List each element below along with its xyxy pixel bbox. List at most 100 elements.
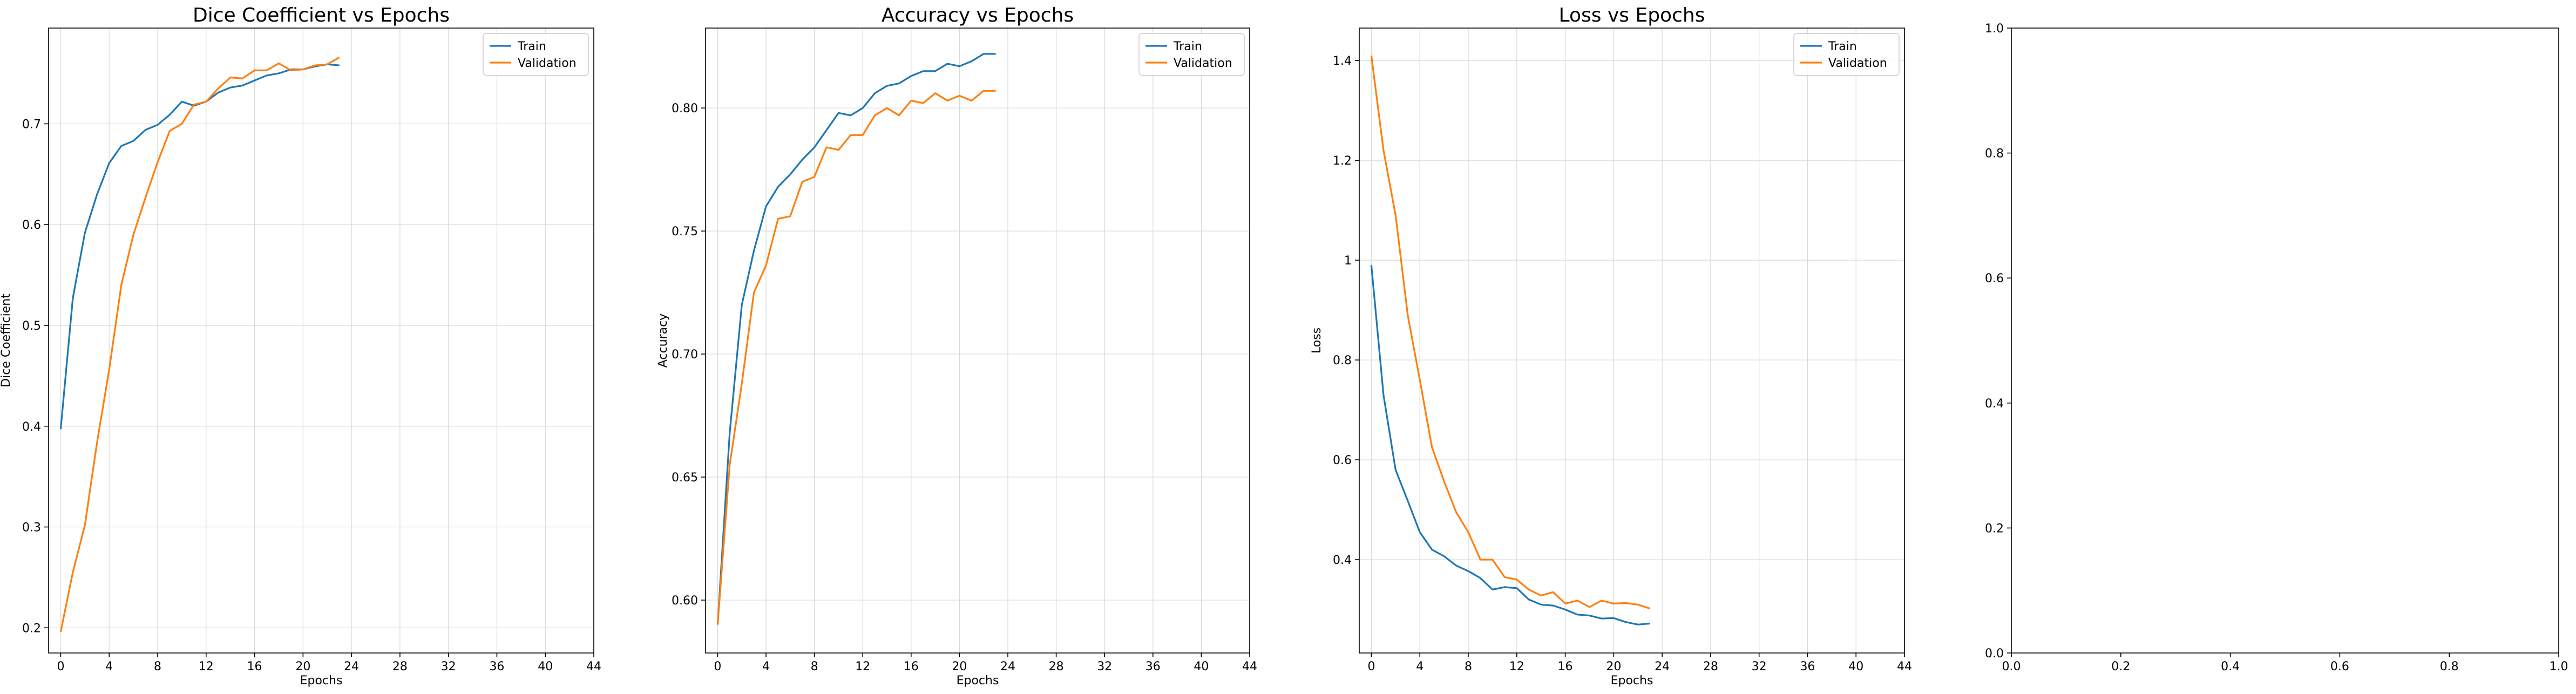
legend-label-train: Train [1828, 40, 1857, 53]
subplot-3: 0 4 8 12 16 20 24 28 32 36 40 44 0.4 0.6 0.8 1 1.2 1.4 Los… [1310, 4, 1912, 688]
y-tick-label: 0.4 [1333, 554, 1352, 567]
x-tick-label: 28 [1703, 660, 1718, 673]
chart-title: Dice Coefficient vs Epochs [193, 4, 450, 26]
plot-frame [1359, 28, 1905, 654]
x-tick-label: 40 [1194, 660, 1209, 673]
y-tick-label: 1 [1344, 254, 1352, 268]
x-tick-label: 0 [1367, 660, 1375, 673]
x-tick-label: 20 [295, 660, 310, 673]
subplot-4: 0.0 0.2 0.4 0.6 0.8 1.0 0.0 0.2 0.4 0.6 0.8 1.0 [1985, 22, 2568, 673]
y-tick-label: 0.60 [672, 594, 698, 608]
legend-label-validation: Validation [1828, 57, 1887, 70]
series-line-validation [1370, 55, 1651, 610]
y-tick-label: 0.7 [22, 118, 41, 131]
legend-frame [483, 33, 589, 76]
y-tick-label: 0.4 [1985, 397, 2004, 411]
x-tick-label: 8 [1465, 660, 1472, 673]
x-tick-label: 0 [57, 660, 64, 673]
plot-frame [705, 28, 1250, 654]
series-line-validation [716, 90, 996, 625]
x-tick-label: 36 [489, 660, 504, 673]
y-tick-label: 0.80 [672, 102, 698, 115]
x-tick-label: 16 [1558, 660, 1573, 673]
x-tick-label: 4 [105, 660, 113, 673]
legend-label-validation: Validation [1174, 57, 1232, 70]
y-axis-label: Dice Coefficient [0, 294, 13, 387]
y-tick-label: 1.4 [1333, 55, 1352, 68]
x-tick-label: 24 [1655, 660, 1670, 673]
y-tick-label: 1.0 [1985, 22, 2004, 36]
x-tick-label: 44 [586, 660, 601, 673]
y-axis-label: Accuracy [656, 314, 670, 368]
y-tick-label: 0.70 [672, 348, 698, 362]
plot-frame [48, 28, 594, 654]
x-tick-label: 8 [811, 660, 818, 673]
x-axis-label: Epochs [300, 674, 343, 688]
x-tick-label: 12 [1509, 660, 1524, 673]
y-tick-label: 0.4 [22, 420, 41, 434]
legend-label-validation: Validation [518, 57, 577, 70]
y-tick-label: 0.2 [1985, 522, 2004, 535]
subplot-1: 0 4 8 12 16 20 24 28 32 36 40 44 0.2 0.3 0.4 0.5 0.6 0.7 D… [0, 4, 601, 688]
x-tick-label: 0.4 [2221, 660, 2240, 673]
y-tick-label: 0.8 [1333, 354, 1352, 368]
x-tick-label: 36 [1800, 660, 1815, 673]
legend: Train Validation [1793, 33, 1900, 76]
x-tick-label: 0 [714, 660, 721, 673]
x-tick-label: 0.6 [2330, 660, 2349, 673]
legend-label-train: Train [517, 40, 546, 53]
x-tick-label: 28 [392, 660, 408, 673]
legend-frame [1793, 33, 1900, 76]
y-tick-label: 0.6 [1333, 454, 1352, 467]
y-tick-label: 0.75 [672, 225, 698, 239]
subplot-2: 0 4 8 12 16 20 24 28 32 36 40 44 0.60 0.65 0.70 0.75 0.8… [656, 4, 1257, 688]
x-tick-label: 16 [904, 660, 919, 673]
legend-frame [1138, 33, 1245, 76]
y-tick-label: 0.0 [1985, 647, 2004, 661]
x-tick-label: 44 [1897, 660, 1912, 673]
x-tick-label: 32 [1097, 660, 1112, 673]
y-tick-label: 0.5 [22, 319, 41, 333]
x-axis-label: Epochs [957, 674, 999, 688]
x-tick-label: 44 [1242, 660, 1257, 673]
x-tick-label: 36 [1145, 660, 1161, 673]
x-tick-label: 24 [1000, 660, 1015, 673]
x-tick-label: 8 [154, 660, 161, 673]
x-tick-label: 32 [1752, 660, 1767, 673]
x-tick-label: 40 [1848, 660, 1863, 673]
y-tick-label: 0.6 [1985, 272, 2004, 285]
y-tick-label: 0.65 [672, 471, 698, 485]
y-tick-label: 0.2 [22, 622, 41, 635]
y-tick-label: 0.3 [22, 521, 41, 535]
legend: Train Validation [483, 33, 589, 76]
x-tick-label: 0.8 [2440, 660, 2459, 673]
x-tick-label: 12 [855, 660, 870, 673]
y-tick-label: 0.8 [1985, 147, 2004, 161]
y-tick-label: 0.6 [22, 219, 41, 232]
x-tick-label: 20 [952, 660, 967, 673]
y-axis-label: Loss [1310, 328, 1324, 353]
x-tick-label: 32 [441, 660, 456, 673]
x-tick-label: 0.0 [2002, 660, 2021, 673]
y-tick-label: 1.2 [1333, 154, 1352, 168]
x-tick-label: 20 [1606, 660, 1621, 673]
x-tick-label: 12 [199, 660, 214, 673]
series-line-train [59, 63, 340, 430]
legend-label-train: Train [1173, 40, 1202, 53]
legend: Train Validation [1138, 33, 1245, 76]
x-tick-label: 4 [1416, 660, 1423, 673]
x-tick-label: 24 [344, 660, 359, 673]
series-line-train [1370, 265, 1650, 625]
x-tick-label: 28 [1049, 660, 1064, 673]
x-tick-label: 0.2 [2111, 660, 2130, 673]
chart-title: Accuracy vs Epochs [882, 4, 1074, 26]
series-line-train [716, 53, 996, 625]
plot-frame [2011, 28, 2559, 654]
x-axis-label: Epochs [1611, 674, 1653, 688]
x-tick-label: 40 [538, 660, 553, 673]
x-tick-label: 4 [762, 660, 770, 673]
chart-title: Loss vs Epochs [1559, 4, 1705, 26]
x-tick-label: 16 [247, 660, 262, 673]
x-tick-label: 1.0 [2550, 660, 2568, 673]
